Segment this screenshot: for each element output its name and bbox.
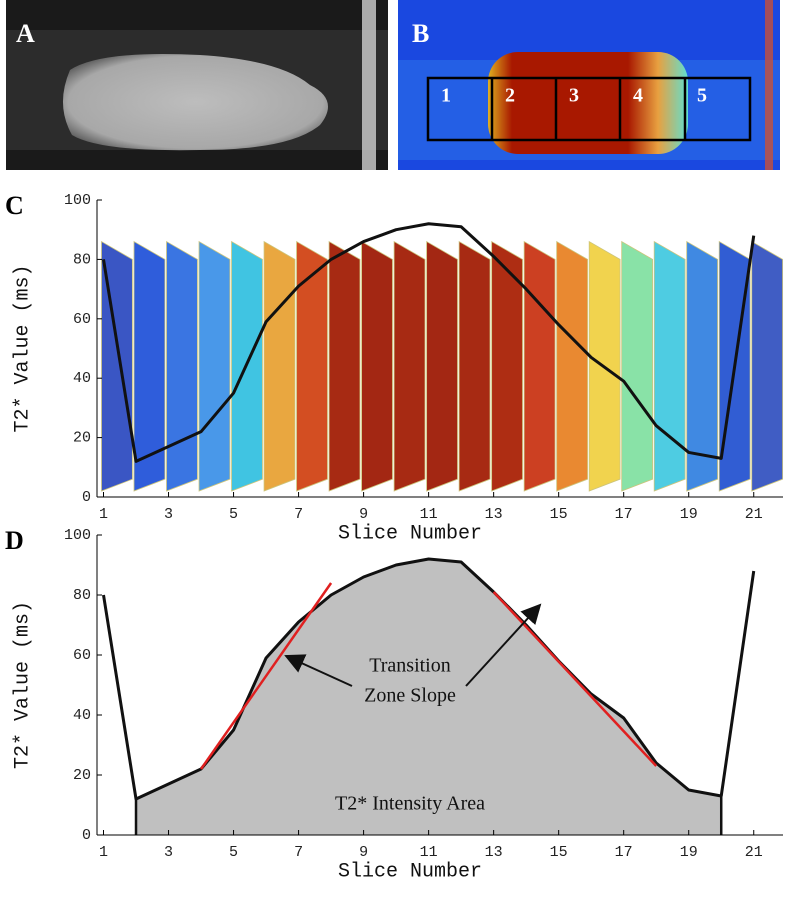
panel-label: B [412, 19, 429, 48]
y-axis-label: T2* Value (ms) [11, 601, 34, 769]
x-tick-label: 7 [294, 506, 303, 523]
panel-label: D [5, 526, 24, 555]
slice-image [263, 240, 296, 492]
annotation: Zone Slope [364, 685, 456, 707]
x-tick-label: 5 [229, 506, 238, 523]
slice-image [653, 240, 686, 492]
image-b: B 1 2 3 4 5 [398, 0, 780, 170]
slice-image [328, 240, 361, 492]
y-axis-label: T2* Value (ms) [11, 264, 34, 432]
slice-image [621, 240, 653, 492]
area [136, 559, 722, 835]
panel-label: C [5, 191, 24, 220]
y-tick-label: 80 [73, 251, 91, 268]
slice-image [198, 240, 231, 492]
slice-image [458, 240, 491, 492]
slice-image [686, 240, 719, 492]
x-tick-label: 1 [99, 844, 108, 861]
slice-image [426, 240, 458, 492]
x-axis-label: Slice Number [338, 860, 482, 883]
region-label: 4 [633, 85, 643, 107]
x-tick-label: 7 [294, 844, 303, 861]
x-tick-label: 9 [359, 844, 368, 861]
region-label: 2 [505, 85, 515, 107]
x-tick-label: 11 [420, 844, 438, 861]
x-axis-label: Slice Number [338, 522, 482, 545]
panel-label: A [16, 19, 35, 48]
y-tick-label: 100 [64, 527, 91, 544]
region-label: 3 [569, 85, 579, 107]
slice-image [751, 240, 784, 492]
line [102, 222, 756, 463]
slice-image [393, 240, 426, 492]
x-tick-label: 3 [164, 506, 173, 523]
region-label: 5 [697, 85, 707, 107]
x-tick-label: 11 [420, 506, 438, 523]
y-tick-label: 0 [82, 489, 91, 506]
x-tick-label: 15 [550, 844, 568, 861]
x-tick-label: 15 [550, 506, 568, 523]
slice-image [166, 240, 198, 492]
slope-line [200, 582, 333, 770]
slice-image [556, 240, 588, 492]
line [102, 557, 756, 801]
y-tick-label: 20 [73, 430, 91, 447]
y-tick-label: 100 [64, 192, 91, 209]
x-tick-label: 21 [745, 506, 763, 523]
y-tick-label: 60 [73, 647, 91, 664]
arrow [465, 603, 542, 687]
x-tick-label: 19 [680, 844, 698, 861]
slice-image [523, 240, 556, 492]
x-tick-label: 17 [615, 844, 633, 861]
y-tick-label: 40 [73, 370, 91, 387]
image-a: A [6, 0, 388, 170]
y-tick-label: 40 [73, 707, 91, 724]
x-tick-label: 13 [485, 506, 503, 523]
x-tick-label: 19 [680, 506, 698, 523]
x-tick-label: 21 [745, 844, 763, 861]
y-tick-label: 60 [73, 311, 91, 328]
arrow [284, 654, 353, 687]
x-tick-label: 17 [615, 506, 633, 523]
x-tick-label: 13 [485, 844, 503, 861]
region-label: 1 [441, 85, 451, 107]
x-tick-label: 1 [99, 506, 108, 523]
slice-image [491, 240, 523, 492]
y-tick-label: 20 [73, 767, 91, 784]
annotation: T2* Intensity Area [335, 793, 485, 815]
slice-image [296, 240, 328, 492]
x-tick-label: 3 [164, 844, 173, 861]
slice-image [133, 240, 166, 492]
slice-image [361, 240, 393, 492]
y-tick-label: 0 [82, 827, 91, 844]
y-tick-label: 80 [73, 587, 91, 604]
x-tick-label: 5 [229, 844, 238, 861]
x-tick-label: 9 [359, 506, 368, 523]
annotation: Transition [369, 655, 451, 677]
